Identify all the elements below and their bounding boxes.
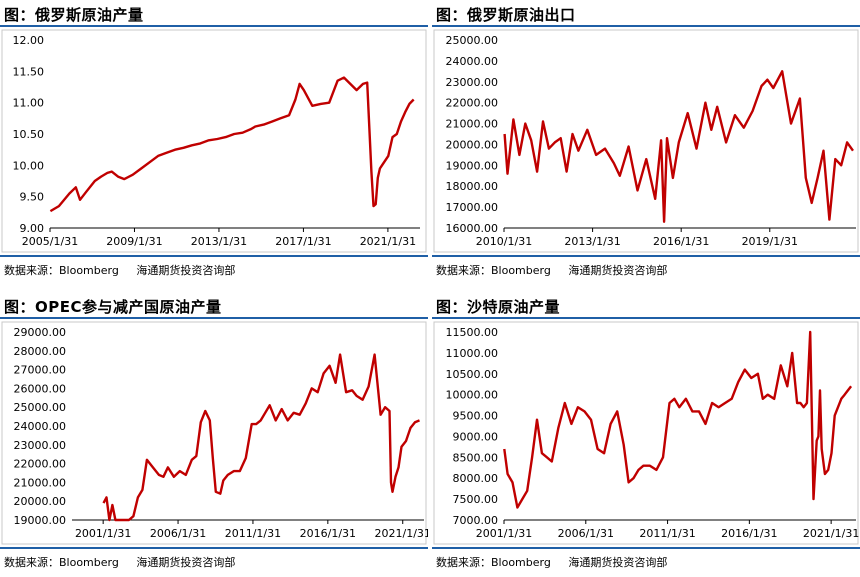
y-tick-label: 20000.00 [446,138,499,151]
x-tick-label: 2006/1/31 [150,527,206,540]
plot-frame [1,29,427,253]
x-tick-label: 2005/1/31 [22,235,78,248]
y-tick-label: 9.50 [20,191,45,204]
y-tick-label: 8500.00 [453,451,499,464]
x-tick-label: 2016/1/31 [721,527,777,540]
series-line [102,353,420,522]
chart-panel-saudi-production: 图：沙特原油产量 11500.00 11000.00 10500.00 10000.0… [432,292,860,577]
source-label: 数据来源：Bloomberg [4,556,119,569]
chart-plot: 25000.00 24000.00 23000.00 22000.00 21000.00… [433,29,859,253]
y-tick-label: 11500.00 [446,326,499,339]
x-tick-label: 2021/1/31 [803,527,859,540]
y-tick-label: 11.50 [13,65,45,78]
x-tick-label: 2016/1/31 [300,527,356,540]
chart-plot: 29000.00 28000.00 27000.00 26000.00 25000.00… [1,321,428,545]
y-tick-label: 10000.00 [446,389,499,402]
x-tick-label: 2011/1/31 [639,527,695,540]
title-rule [0,25,428,27]
y-tick-label: 8000.00 [453,472,499,485]
y-tick-label: 25000.00 [14,401,67,414]
plot-frame [433,321,859,545]
y-tick-label: 12.00 [13,34,45,47]
y-tick-label: 21000.00 [14,476,67,489]
x-tick-label: 2013/1/31 [191,235,247,248]
y-tick-label: 20000.00 [14,495,67,508]
y-tick-label: 29000.00 [14,326,67,339]
x-tick-label: 2021/1/31 [375,527,428,540]
chart-panel-russia-production: 图：俄罗斯原油产量 12.00 11.50 11.00 10.50 10.00 9.50 9… [0,0,428,285]
y-tick-label: 19000.00 [446,159,499,172]
y-tick-label: 9000.00 [453,430,499,443]
institution-label: 海通期货投资咨询部 [568,556,668,569]
y-tick-label: 25000.00 [446,34,499,47]
y-tick-label: 11.00 [13,97,45,110]
y-tick-label: 10.00 [13,159,45,172]
source-note: 数据来源：Bloomberg 海通期货投资咨询部 [436,262,681,278]
source-note: 数据来源：Bloomberg 海通期货投资咨询部 [4,262,249,278]
x-tick-label: 2016/1/31 [653,235,709,248]
y-tick-label: 24000.00 [14,420,67,433]
chart-title: 图：俄罗斯原油出口 [436,6,576,24]
source-note: 数据来源：Bloomberg 海通期货投资咨询部 [436,554,681,570]
x-tick-label: 2009/1/31 [106,235,162,248]
y-tick-label: 24000.00 [446,55,499,68]
x-tick-label: 2021/1/31 [360,235,416,248]
y-tick-label: 28000.00 [14,345,67,358]
x-tick-label: 2001/1/31 [476,527,532,540]
chart-title: 图：OPEC参与减产国原油产量 [4,298,222,316]
y-tick-label: 10500.00 [446,368,499,381]
y-tick-label: 26000.00 [14,382,67,395]
series-line [503,330,853,509]
x-tick-label: 2017/1/31 [275,235,331,248]
footer-rule [0,547,428,549]
y-tick-label: 9.00 [20,222,45,235]
y-tick-label: 7000.00 [453,514,499,527]
chart-title: 图：沙特原油产量 [436,298,561,316]
source-label: 数据来源：Bloomberg [436,264,551,277]
series-line [503,70,854,223]
source-label: 数据来源：Bloomberg [4,264,119,277]
y-tick-label: 11000.00 [446,347,499,360]
footer-rule [432,547,860,549]
y-tick-label: 23000.00 [446,76,499,89]
x-tick-label: 2013/1/31 [564,235,620,248]
title-rule [0,317,428,319]
y-tick-label: 22000.00 [446,97,499,110]
institution-label: 海通期货投资咨询部 [136,264,236,277]
chart-panel-opec-production: 图：OPEC参与减产国原油产量 29000.00 28000.00 27000.00… [0,292,428,577]
y-tick-label: 17000.00 [446,201,499,214]
plot-frame [433,29,859,253]
title-rule [432,25,860,27]
y-tick-label: 23000.00 [14,439,67,452]
source-note: 数据来源：Bloomberg 海通期货投资咨询部 [4,554,249,570]
series-line [49,76,415,213]
y-tick-label: 18000.00 [446,180,499,193]
y-tick-label: 9500.00 [453,410,499,423]
y-tick-label: 16000.00 [446,222,499,235]
y-tick-label: 19000.00 [14,514,67,527]
x-tick-label: 2019/1/31 [742,235,798,248]
footer-rule [0,255,428,257]
title-rule [432,317,860,319]
source-label: 数据来源：Bloomberg [436,556,551,569]
x-tick-label: 2006/1/31 [558,527,614,540]
x-tick-label: 2010/1/31 [476,235,532,248]
y-tick-label: 21000.00 [446,118,499,131]
institution-label: 海通期货投资咨询部 [136,556,236,569]
footer-rule [432,255,860,257]
x-tick-label: 2011/1/31 [225,527,281,540]
institution-label: 海通期货投资咨询部 [568,264,668,277]
x-tick-label: 2001/1/31 [75,527,131,540]
chart-plot: 12.00 11.50 11.00 10.50 10.00 9.50 9.002005/1/… [1,29,427,253]
y-tick-label: 27000.00 [14,364,67,377]
plot-frame [1,321,427,545]
chart-title: 图：俄罗斯原油产量 [4,6,144,24]
y-tick-label: 10.50 [13,128,45,141]
chart-panel-russia-exports: 图：俄罗斯原油出口 25000.00 24000.00 23000.00 22000.… [432,0,860,285]
chart-plot: 11500.00 11000.00 10500.00 10000.00 9500.00 9… [433,321,859,545]
y-tick-label: 22000.00 [14,458,67,471]
y-tick-label: 7500.00 [453,493,499,506]
